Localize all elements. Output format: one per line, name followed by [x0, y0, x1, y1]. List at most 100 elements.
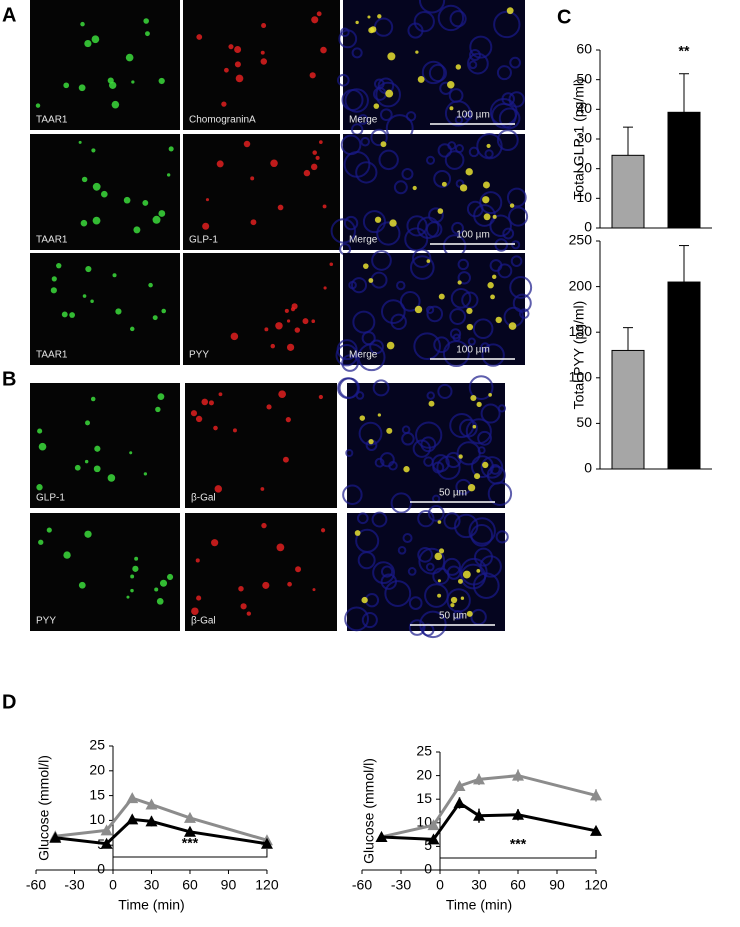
cell-dot	[482, 196, 490, 204]
cell-dot	[36, 484, 43, 491]
y-tick-label: 200	[569, 277, 593, 293]
nucleus	[413, 332, 441, 361]
cell-dot	[130, 588, 134, 593]
nucleus	[509, 276, 533, 299]
cell-dot	[264, 327, 269, 332]
cell-dot	[387, 52, 396, 61]
cell-dot	[303, 169, 311, 177]
cell-dot	[101, 190, 108, 198]
nucleus	[375, 81, 401, 108]
nucleus	[426, 391, 435, 400]
x-axis-label: Time (min)	[446, 897, 512, 913]
cell-dot	[35, 103, 41, 108]
image-label: GLP-1	[189, 235, 218, 246]
cell-dot	[91, 35, 100, 44]
nucleus	[330, 218, 356, 244]
nucleus	[437, 383, 453, 399]
cell-dot	[143, 472, 148, 476]
cell-dot	[123, 196, 131, 204]
nucleus	[378, 149, 399, 171]
y-tick-label: 250	[569, 232, 593, 248]
cell-dot	[130, 574, 135, 579]
cell-dot	[470, 394, 477, 401]
nucleus	[396, 280, 406, 291]
nucleus	[494, 238, 509, 252]
cell-dot	[211, 539, 219, 547]
cell-dot	[155, 406, 161, 413]
nucleus	[417, 509, 435, 528]
cell-dot	[82, 294, 87, 298]
cell-dot	[506, 7, 514, 15]
cell-dot	[438, 293, 445, 300]
y-tick-label: 10	[576, 189, 592, 205]
nucleus	[344, 88, 369, 113]
cell-dot	[316, 11, 322, 17]
nucleus	[379, 452, 395, 468]
cell-dot	[377, 413, 381, 417]
y-tick-label: 50	[576, 70, 592, 86]
cell-dot	[294, 327, 301, 333]
cell-dot	[412, 185, 417, 191]
nucleus	[436, 455, 461, 480]
cell-dot	[260, 487, 265, 491]
cell-dot	[92, 182, 101, 191]
image-label: GLP-1	[36, 493, 65, 504]
cell-dot	[93, 465, 101, 473]
nucleus	[352, 310, 376, 334]
cell-dot	[312, 150, 317, 155]
marker	[126, 813, 139, 825]
cell-dot	[490, 294, 495, 300]
cell-dot	[246, 611, 252, 616]
nucleus	[406, 215, 428, 237]
cell-dot	[276, 543, 285, 552]
line	[381, 800, 597, 841]
nucleus	[338, 29, 358, 49]
cell-dot	[214, 485, 223, 493]
x-tick-label: -30	[391, 877, 411, 893]
cell-dot	[213, 425, 218, 431]
cell-dot	[447, 81, 455, 89]
nucleus	[380, 299, 406, 324]
nucleus	[450, 288, 472, 309]
nucleus	[424, 583, 449, 608]
marker	[375, 830, 388, 842]
cell-dot	[329, 262, 334, 267]
cell-dot	[205, 198, 210, 202]
cell-dot	[462, 570, 471, 579]
nucleus	[472, 318, 494, 340]
nucleus	[469, 35, 493, 59]
cell-dot	[457, 280, 462, 285]
scale-label: 50 µm	[439, 611, 467, 622]
cell-dot	[476, 401, 482, 407]
nucleus	[404, 227, 429, 252]
cell-dot	[508, 322, 517, 330]
y-tick-label: 10	[89, 811, 105, 827]
marker	[473, 809, 485, 821]
marker	[512, 808, 524, 820]
nucleus	[425, 562, 435, 572]
cell-dot	[132, 565, 139, 572]
cell-dot	[319, 140, 323, 144]
nucleus	[345, 448, 354, 458]
y-tick-label: 15	[89, 786, 105, 802]
cell-dot	[323, 286, 327, 290]
cell-dot	[449, 106, 454, 111]
marker	[100, 837, 113, 849]
x-tick-label: 120	[584, 877, 608, 893]
nucleus	[340, 134, 362, 156]
cell-dot	[232, 428, 237, 433]
cell-dot	[94, 445, 101, 452]
scale-label: 50 µm	[439, 488, 467, 499]
cell-dot	[318, 394, 323, 400]
nucleus	[437, 143, 453, 158]
nucleus	[495, 530, 509, 544]
cell-dot	[415, 50, 419, 54]
y-tick-label: 0	[584, 219, 592, 235]
y-tick-label: 5	[424, 837, 432, 853]
nucleus	[425, 155, 436, 165]
marker	[260, 837, 273, 849]
y-tick-label: 0	[584, 460, 592, 476]
cell-dot	[152, 215, 161, 224]
nucleus	[432, 567, 450, 585]
cell-dot	[191, 607, 199, 615]
